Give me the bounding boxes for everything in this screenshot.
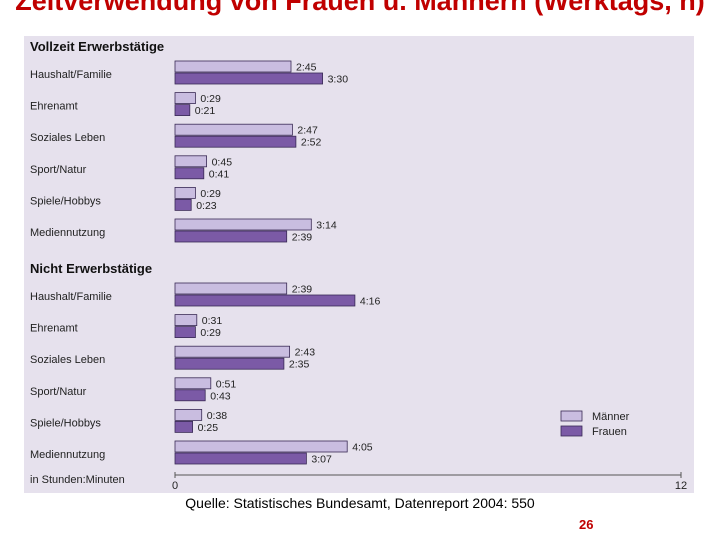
data-label: 0:29 [200, 188, 221, 200]
data-label: 0:23 [196, 200, 217, 212]
data-label: 4:16 [360, 296, 381, 308]
data-label: 2:39 [292, 232, 313, 244]
x-tick-label: 0 [172, 480, 178, 492]
data-label: 3:30 [328, 74, 349, 86]
category-label: Spiele/Hobbys [30, 417, 101, 429]
data-label: 0:45 [212, 156, 233, 168]
category-label: Spiele/Hobbys [30, 195, 101, 207]
bar-maenner [174, 218, 312, 231]
category-label: Haushalt/Familie [30, 291, 112, 303]
bar-frauen [174, 230, 288, 243]
data-label: 0:29 [200, 93, 221, 105]
data-label: 4:05 [352, 442, 373, 454]
category-label: Haushalt/Familie [30, 69, 112, 81]
bar-chart: Vollzeit Erwerbstätige Haushalt/Familie 2:… [30, 39, 687, 492]
bar-maenner [174, 408, 203, 421]
category-label: Soziales Leben [30, 132, 105, 144]
bar-maenner [174, 440, 348, 453]
data-label: 0:31 [202, 315, 223, 327]
legend-swatch-maenner [560, 410, 583, 422]
data-label: 2:52 [301, 137, 322, 149]
data-label: 3:14 [316, 220, 337, 232]
data-label: 2:35 [289, 359, 310, 371]
bar-frauen [174, 326, 196, 339]
source-note: Quelle: Statistisches Bundesamt, Datenre… [185, 495, 535, 511]
legend-label: Männer [592, 411, 630, 423]
bar-maenner [174, 314, 198, 327]
bar-maenner [174, 60, 292, 73]
data-label: 0:38 [207, 410, 228, 422]
category-label: Mediennutzung [30, 449, 105, 461]
bar-frauen [174, 72, 324, 85]
bar-maenner [174, 186, 196, 199]
unit-note: in Stunden:Minuten [30, 474, 125, 486]
data-label: 0:41 [209, 168, 230, 180]
x-tick-label: 12 [675, 480, 687, 492]
bar-frauen [174, 198, 192, 211]
bar-maenner [174, 123, 293, 136]
category-label: Soziales Leben [30, 354, 105, 366]
data-label: 2:39 [292, 284, 313, 296]
data-label: 2:45 [296, 62, 317, 74]
category-label: Ehrenamt [30, 323, 78, 335]
bar-maenner [174, 282, 288, 295]
legend-swatch-frauen [560, 425, 583, 437]
data-label: 0:21 [195, 105, 216, 117]
bar-frauen [174, 167, 205, 180]
data-label: 3:07 [311, 454, 332, 466]
bar-frauen [174, 104, 191, 116]
bar-maenner [174, 155, 208, 168]
bar-frauen [174, 357, 285, 370]
data-label: 2:47 [297, 125, 318, 137]
data-label: 2:43 [295, 347, 316, 359]
category-label: Mediennutzung [30, 227, 105, 239]
category-label: Sport/Natur [30, 386, 87, 398]
data-label: 0:51 [216, 378, 237, 390]
slide-title: Zeitverwendung von Frauen u. Männern (We… [15, 0, 705, 16]
data-label: 0:29 [200, 327, 221, 339]
bar-frauen [174, 135, 297, 148]
bar-frauen [174, 294, 356, 307]
bar-maenner [174, 92, 196, 104]
bar-frauen [174, 452, 307, 465]
group-header: Vollzeit Erwerbstätige [30, 39, 164, 54]
bar-maenner [174, 345, 290, 358]
chart-panel: Vollzeit Erwerbstätige Haushalt/Familie 2:… [24, 36, 694, 493]
category-label: Sport/Natur [30, 164, 87, 176]
bar-maenner [174, 377, 212, 390]
page-number: 26 [579, 517, 594, 532]
legend-label: Frauen [592, 426, 627, 438]
group-header: Nicht Erwerbstätige [30, 261, 152, 276]
data-label: 0:25 [198, 422, 219, 434]
bar-frauen [174, 420, 194, 433]
bar-frauen [174, 389, 206, 402]
category-label: Ehrenamt [30, 101, 78, 113]
data-label: 0:43 [210, 390, 231, 402]
